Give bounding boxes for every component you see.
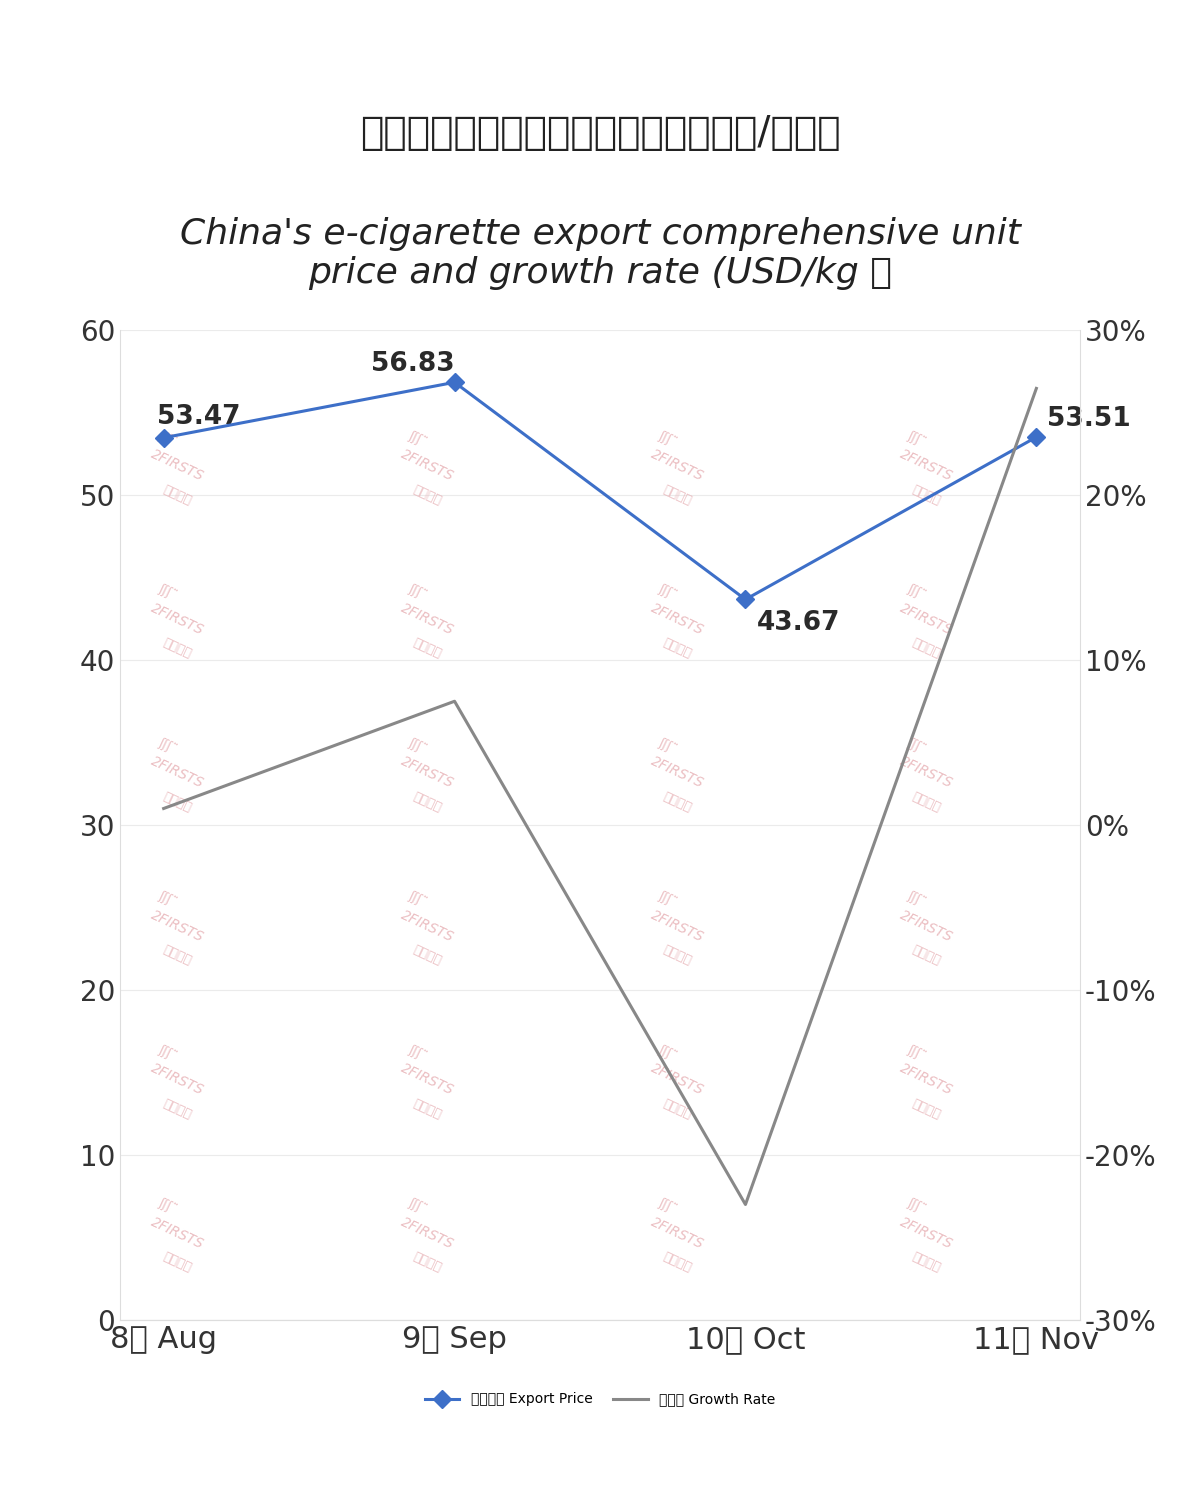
Text: 2FIRSTS: 2FIRSTS (149, 1060, 206, 1098)
Text: 商个至上: 商个至上 (660, 790, 694, 814)
Text: 2FIRSTS: 2FIRSTS (898, 1215, 955, 1251)
Text: ʃʃʃ˜: ʃʃʃ˜ (407, 736, 428, 756)
Text: 商个至上: 商个至上 (910, 944, 943, 968)
Text: 2FIRSTS: 2FIRSTS (898, 602, 955, 638)
Text: 2FIRSTS: 2FIRSTS (398, 1215, 456, 1251)
Text: ʃʃʃ˜: ʃʃʃ˜ (157, 736, 179, 756)
Text: 商个至上: 商个至上 (161, 944, 194, 968)
Text: ʃʃʃ˜: ʃʃʃ˜ (157, 1042, 179, 1062)
Text: 53.47: 53.47 (157, 404, 240, 430)
Text: 43.67: 43.67 (756, 610, 840, 636)
Text: ʃʃʃ˜: ʃʃʃ˜ (906, 582, 928, 603)
Text: 商个至上: 商个至上 (660, 1096, 694, 1122)
Text: ʃʃʃ˜: ʃʃʃ˜ (407, 890, 428, 909)
Text: 2FIRSTS: 2FIRSTS (398, 447, 456, 485)
Text: 2FIRSTS: 2FIRSTS (149, 602, 206, 638)
Text: 中国电子烟出口综合单价及增速（美元/千克）: 中国电子烟出口综合单价及增速（美元/千克） (360, 114, 840, 152)
Text: 商个至上: 商个至上 (410, 790, 444, 814)
Text: 2FIRSTS: 2FIRSTS (648, 602, 706, 638)
Text: 2FIRSTS: 2FIRSTS (398, 908, 456, 945)
Text: 商个至上: 商个至上 (910, 483, 943, 507)
Text: 商个至上: 商个至上 (910, 636, 943, 662)
Text: 商个至上: 商个至上 (910, 790, 943, 814)
Text: 商个至上: 商个至上 (410, 1251, 444, 1275)
Text: 商个至上: 商个至上 (410, 636, 444, 662)
Text: 商个至上: 商个至上 (410, 483, 444, 507)
Text: 53.51: 53.51 (1048, 406, 1132, 432)
Text: 2FIRSTS: 2FIRSTS (648, 908, 706, 945)
Text: ʃʃʃ˜: ʃʃʃ˜ (157, 890, 179, 909)
Text: 2FIRSTS: 2FIRSTS (898, 754, 955, 790)
Text: 商个至上: 商个至上 (410, 1096, 444, 1122)
Text: 商个至上: 商个至上 (910, 1251, 943, 1275)
Text: China's e-cigarette export comprehensive unit
price and growth rate (USD/kg ）: China's e-cigarette export comprehensive… (180, 217, 1020, 291)
Text: 2FIRSTS: 2FIRSTS (648, 447, 706, 485)
Text: ʃʃʃ˜: ʃʃʃ˜ (656, 1042, 678, 1062)
Text: ʃʃʃ˜: ʃʃʃ˜ (157, 1196, 179, 1216)
Text: ʃʃʃ˜: ʃʃʃ˜ (407, 582, 428, 603)
Text: 2FIRSTS: 2FIRSTS (398, 1060, 456, 1098)
Text: 2FIRSTS: 2FIRSTS (398, 754, 456, 790)
Text: 2FIRSTS: 2FIRSTS (398, 602, 456, 638)
Text: ʃʃʃ˜: ʃʃʃ˜ (906, 1196, 928, 1216)
Text: 商个至上: 商个至上 (660, 483, 694, 507)
Legend: 出口单价 Export Price, 增长率 Growth Rate: 出口单价 Export Price, 增长率 Growth Rate (419, 1388, 781, 1411)
Text: ʃʃʃ˜: ʃʃʃ˜ (656, 582, 678, 603)
Text: 商个至上: 商个至上 (161, 1251, 194, 1275)
Text: 商个至上: 商个至上 (660, 1251, 694, 1275)
Text: ʃʃʃ˜: ʃʃʃ˜ (407, 429, 428, 448)
Text: 商个至上: 商个至上 (910, 1096, 943, 1122)
Text: 商个至上: 商个至上 (660, 944, 694, 968)
Text: 56.83: 56.83 (371, 351, 455, 376)
Text: 商个至上: 商个至上 (161, 636, 194, 662)
Text: ʃʃʃ˜: ʃʃʃ˜ (906, 890, 928, 909)
Text: ʃʃʃ˜: ʃʃʃ˜ (656, 429, 678, 448)
Text: ʃʃʃ˜: ʃʃʃ˜ (656, 890, 678, 909)
Text: 2FIRSTS: 2FIRSTS (898, 1060, 955, 1098)
Text: 2FIRSTS: 2FIRSTS (149, 447, 206, 485)
Text: 商个至上: 商个至上 (161, 790, 194, 814)
Text: 商个至上: 商个至上 (161, 483, 194, 507)
Text: 商个至上: 商个至上 (161, 1096, 194, 1122)
Text: ʃʃʃ˜: ʃʃʃ˜ (407, 1196, 428, 1216)
Text: 2FIRSTS: 2FIRSTS (648, 1060, 706, 1098)
Text: ʃʃʃ˜: ʃʃʃ˜ (656, 736, 678, 756)
Text: ʃʃʃ˜: ʃʃʃ˜ (407, 1042, 428, 1062)
Text: 商个至上: 商个至上 (660, 636, 694, 662)
Text: ʃʃʃ˜: ʃʃʃ˜ (157, 429, 179, 448)
Text: 2FIRSTS: 2FIRSTS (149, 1215, 206, 1251)
Text: 2FIRSTS: 2FIRSTS (648, 1215, 706, 1251)
Text: ʃʃʃ˜: ʃʃʃ˜ (656, 1196, 678, 1216)
Text: 2FIRSTS: 2FIRSTS (149, 908, 206, 945)
Text: ʃʃʃ˜: ʃʃʃ˜ (906, 1042, 928, 1062)
Text: 2FIRSTS: 2FIRSTS (898, 447, 955, 485)
Text: ʃʃʃ˜: ʃʃʃ˜ (157, 582, 179, 603)
Text: 商个至上: 商个至上 (410, 944, 444, 968)
Text: ʃʃʃ˜: ʃʃʃ˜ (906, 429, 928, 448)
Text: 2FIRSTS: 2FIRSTS (149, 754, 206, 790)
Text: 2FIRSTS: 2FIRSTS (648, 754, 706, 790)
Text: ʃʃʃ˜: ʃʃʃ˜ (906, 736, 928, 756)
Text: 2FIRSTS: 2FIRSTS (898, 908, 955, 945)
